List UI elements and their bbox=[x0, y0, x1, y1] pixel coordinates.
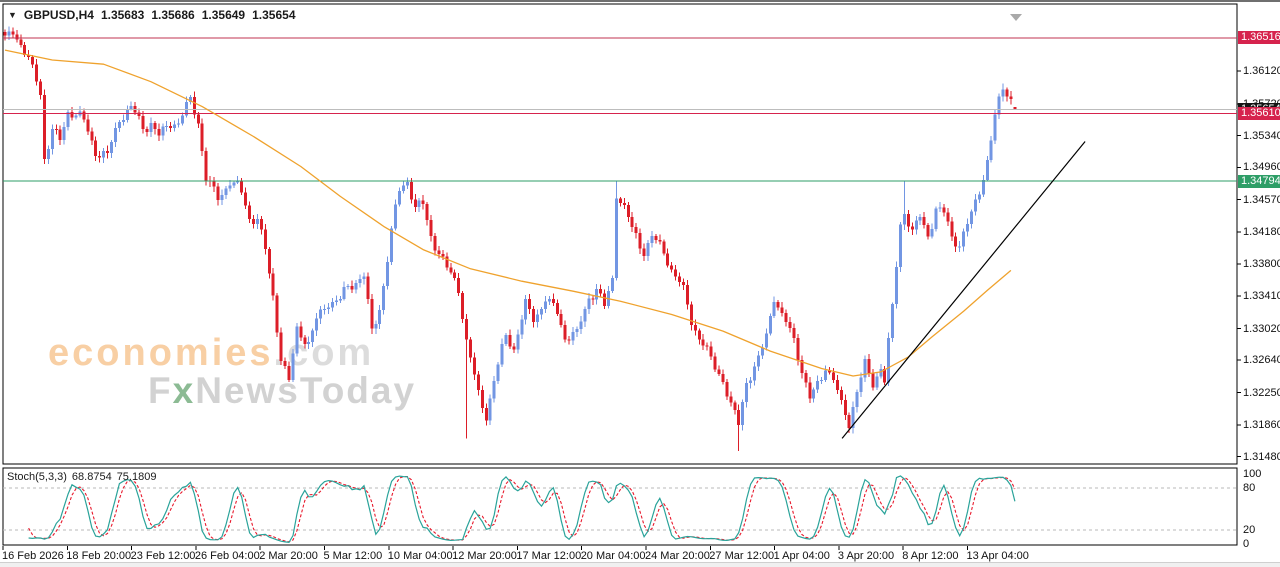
watermark-economies: economies.com bbox=[48, 332, 374, 375]
watermark-x-mark: x bbox=[172, 370, 196, 411]
watermark-newstoday: NewsToday bbox=[195, 370, 417, 411]
watermark-brand: economies bbox=[48, 332, 274, 374]
symbol-dropdown-icon[interactable]: ▼ bbox=[8, 10, 17, 20]
bottom-strip bbox=[0, 562, 1280, 567]
watermark-f: F bbox=[148, 370, 173, 411]
watermark-fxnewstoday: FxNewsToday bbox=[148, 370, 416, 412]
